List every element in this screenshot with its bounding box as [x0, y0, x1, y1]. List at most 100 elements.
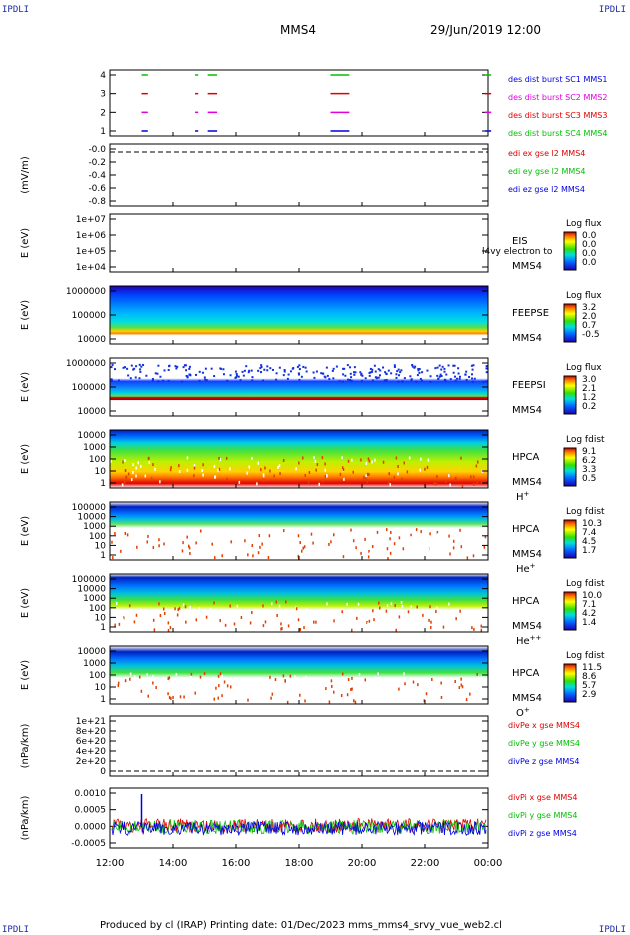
sample-dot: [385, 528, 388, 532]
sample-dot: [409, 375, 412, 378]
ytick-label: 1: [100, 623, 106, 633]
ytick-label: 6e+20: [76, 737, 107, 747]
sample-dot: [281, 627, 283, 631]
sample-dot: [397, 465, 399, 469]
sample-dot: [115, 601, 118, 605]
colorbar-title: Log fdist: [566, 435, 605, 445]
sample-dot: [140, 608, 142, 612]
sample-dot: [452, 546, 455, 550]
sample-dot: [352, 470, 355, 474]
sample-dot: [110, 378, 113, 381]
sample-dot: [186, 535, 188, 539]
sample-dot: [318, 482, 320, 486]
colorbar-tick: 2.0: [582, 312, 597, 322]
sample-dot: [401, 477, 403, 481]
sample-dot: [350, 379, 353, 382]
spacecraft-label: MMS4: [512, 621, 542, 632]
ytick-label: -0.6: [88, 184, 106, 194]
sample-dot: [465, 617, 467, 621]
sample-dot: [410, 533, 412, 537]
sample-dot: [368, 694, 370, 698]
sample-dot: [453, 692, 456, 696]
sample-dot: [468, 689, 470, 693]
sample-dot: [322, 372, 325, 375]
sample-dot: [287, 373, 290, 376]
sample-dot: [452, 364, 455, 367]
sample-dot: [335, 546, 337, 550]
sample-dot: [480, 480, 483, 484]
ytick-label: 3: [100, 90, 106, 100]
sample-dot: [163, 369, 166, 372]
ylabel-feepse: E (eV): [20, 300, 31, 330]
sample-dot: [378, 601, 380, 605]
sample-dot: [193, 463, 196, 467]
sample-dot: [335, 534, 337, 538]
sample-dot: [413, 366, 416, 369]
sample-dot: [297, 554, 300, 558]
sample-dot: [363, 475, 365, 479]
sample-dot: [436, 475, 438, 479]
sample-dot: [147, 534, 149, 538]
sample-dot: [458, 375, 461, 378]
sample-dot: [197, 682, 199, 686]
sample-dot: [460, 677, 462, 681]
sample-dot: [452, 371, 455, 374]
sample-dot: [393, 475, 396, 479]
sample-dot: [272, 545, 275, 549]
sample-dot: [346, 602, 348, 606]
sample-dot: [374, 552, 376, 556]
sample-dot: [174, 365, 177, 368]
sample-dot: [354, 700, 357, 704]
sample-dot: [250, 369, 253, 372]
sample-dot: [313, 620, 315, 624]
sample-dot: [304, 366, 307, 369]
sample-dot: [448, 602, 450, 606]
sample-dot: [242, 374, 245, 377]
sample-dot: [326, 602, 328, 606]
sample-dot: [375, 377, 378, 380]
sample-dot: [460, 622, 462, 626]
panel-burst: 4 3 2 1 des dist burst SC1 MMS1 des dist burs…: [100, 69, 607, 138]
instrument-label: FEEPSI: [512, 380, 546, 391]
sample-dot: [220, 697, 222, 701]
sample-dot: [473, 482, 475, 486]
sample-dot: [168, 676, 171, 680]
sample-dot: [368, 472, 370, 476]
sample-dot: [265, 698, 267, 702]
sample-dot: [195, 373, 198, 376]
colorbar-tick: 1.7: [582, 546, 596, 556]
sample-dot: [117, 688, 120, 692]
spacecraft-label: MMS4: [512, 405, 542, 416]
sample-dot: [289, 674, 292, 678]
sample-dot: [190, 676, 192, 680]
sample-dot: [276, 614, 278, 618]
sample-dot: [419, 377, 422, 380]
ytick-label: 1000000: [66, 287, 106, 297]
sample-dot: [321, 456, 324, 460]
sample-dot: [378, 536, 380, 540]
sample-dot: [312, 371, 315, 374]
sample-dot: [150, 477, 153, 481]
sample-dot: [297, 372, 300, 375]
sample-dot: [238, 681, 240, 685]
sample-dot: [426, 465, 429, 469]
sample-dot: [350, 528, 352, 532]
sample-dot: [124, 459, 126, 463]
sample-dot: [331, 369, 334, 372]
sample-dot: [397, 380, 400, 383]
sample-dot: [425, 692, 428, 696]
ytick-label: 10: [95, 613, 107, 623]
spectrogram-feepsi: [110, 358, 488, 416]
sample-dot: [458, 377, 461, 380]
panel-frame-divpi: [109, 787, 489, 849]
sample-dot: [389, 551, 392, 555]
sample-dot: [209, 607, 212, 611]
sample-dot: [328, 542, 330, 546]
sample-dot: [396, 370, 399, 373]
sample-dot: [174, 607, 176, 611]
sample-dot: [282, 529, 285, 533]
sample-dot: [243, 531, 246, 535]
sample-dot: [415, 528, 418, 532]
